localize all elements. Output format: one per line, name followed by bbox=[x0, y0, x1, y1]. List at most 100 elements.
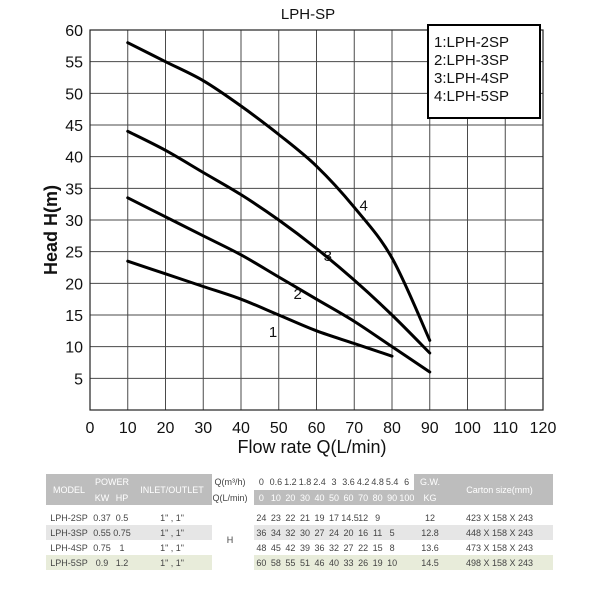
curve-label-4: 4 bbox=[360, 198, 368, 215]
y-tick-label: 55 bbox=[65, 55, 83, 72]
row-gw: 13.6 bbox=[421, 542, 439, 553]
row-gw: 14.5 bbox=[414, 555, 447, 570]
curve-2 bbox=[126, 196, 432, 374]
head-value: 39 bbox=[299, 542, 310, 553]
table-row: LPH-2SP 0.37 0.5 1" , 1" H 24 23 22 21 19 17 14.512… bbox=[46, 510, 553, 545]
hdr-inlet-outlet: INLET/OUTLET bbox=[132, 474, 213, 505]
head-value: 24 bbox=[256, 512, 267, 523]
y-tick-label: 50 bbox=[65, 86, 83, 103]
y-tick-label: 25 bbox=[65, 245, 83, 262]
legend: 1:LPH-2SP 2:LPH-3SP 3:LPH-4SP 4:LPH-5SP bbox=[427, 24, 541, 119]
legend-item-2: 2:LPH-3SP bbox=[434, 52, 509, 69]
head-value: 36 bbox=[256, 527, 267, 538]
hdr-kg: KG bbox=[414, 490, 447, 505]
head-value: 22 bbox=[285, 512, 296, 523]
q-m3h-value: 1.8 bbox=[298, 477, 312, 487]
y-tick-label: 20 bbox=[65, 276, 83, 293]
head-value: 17 bbox=[329, 512, 340, 523]
q-m3h-value: 4.2 bbox=[356, 477, 370, 487]
head-value: 45 bbox=[270, 542, 281, 553]
y-tick-label: 60 bbox=[65, 23, 83, 40]
q-m3h-value: 1.2 bbox=[284, 477, 297, 487]
head-value: 40 bbox=[329, 557, 340, 568]
head-value: 48 bbox=[256, 542, 267, 553]
legend-item-1: 1:LPH-2SP bbox=[434, 34, 509, 51]
q-m3h-value: 6 bbox=[404, 477, 410, 487]
head-value: 27 bbox=[343, 542, 354, 553]
q-lmin-value: 30 bbox=[299, 492, 310, 503]
row-gw: 12 bbox=[425, 512, 436, 523]
q-lmin-value: 70 bbox=[358, 492, 369, 503]
curve-3 bbox=[126, 129, 432, 355]
row-gap bbox=[248, 540, 255, 555]
spec-table: MODEL POWER INLET/OUTLET Q(m³/h) 0 0.6 1.2… bbox=[46, 474, 554, 570]
row-h-label: H bbox=[226, 535, 234, 545]
head-value: 24 bbox=[329, 527, 340, 538]
row-carton: 473 X 158 X 243 bbox=[465, 542, 534, 553]
x-tick-label: 80 bbox=[383, 420, 401, 437]
head-value: 30 bbox=[299, 527, 310, 538]
y-axis-label: Head H(m) bbox=[41, 185, 61, 275]
head-value: 20 bbox=[343, 527, 354, 538]
row-gap bbox=[248, 510, 255, 525]
hdr-hp: HP bbox=[112, 490, 133, 505]
legend-item-4: 4:LPH-5SP bbox=[434, 88, 509, 105]
row-kw: 0.9 bbox=[92, 555, 112, 570]
curve-labels: 1 2 3 4 bbox=[269, 198, 368, 342]
q-m3h-value: 2.4 bbox=[313, 477, 326, 487]
head-value: 26 bbox=[358, 557, 369, 568]
row-hp: 0.5 bbox=[115, 512, 129, 523]
head-value: 21 bbox=[299, 512, 310, 523]
hdr-q-lmin-values: 0 10 20 30 40 50 60 70 80 90 100 bbox=[254, 490, 415, 505]
row-model: LPH-2SP bbox=[50, 512, 88, 523]
head-value: 60 bbox=[256, 557, 267, 568]
row-gw: 12.8 bbox=[414, 525, 447, 540]
table-row: LPH-3SP 0.55 0.75 1" , 1" 36 34 32 30 27 24 20 16 11… bbox=[46, 525, 554, 540]
hdr-q-lmin: Q(L/min) bbox=[212, 490, 249, 505]
q-lmin-value: 0 bbox=[258, 492, 264, 503]
x-tick-label: 20 bbox=[157, 420, 175, 437]
q-lmin-value: 50 bbox=[329, 492, 340, 503]
x-tick-label: 90 bbox=[421, 420, 439, 437]
head-value: 22 bbox=[358, 542, 369, 553]
hdr-q-m3h-values: 0 0.6 1.2 1.8 2.4 3 3.6 4.2 4.8 5.4 6 bbox=[254, 474, 415, 490]
y-tick-label: 35 bbox=[65, 181, 83, 198]
q-m3h-value: 3.6 bbox=[342, 477, 355, 487]
y-tick-label: 10 bbox=[65, 340, 83, 357]
head-value: 51 bbox=[299, 557, 310, 568]
legend-item-3: 3:LPH-4SP bbox=[434, 70, 509, 87]
head-value: 58 bbox=[270, 557, 281, 568]
head-value: 5 bbox=[389, 527, 395, 538]
curve-label-1: 1 bbox=[269, 324, 277, 341]
row-inlet-outlet: 1" , 1" bbox=[160, 542, 184, 553]
q-m3h-value: 3 bbox=[331, 477, 337, 487]
table-row: LPH-4SP 0.75 1 1" , 1" 48 45 42 39 36 32 27 22 15 8 13… bbox=[46, 540, 553, 555]
row-model: LPH-5SP bbox=[46, 555, 92, 570]
head-value: 27 bbox=[314, 527, 325, 538]
pump-performance-chart: LPH-SP 0 10 20 30 40 50 60 70 80 90 100 110 12051015… bbox=[41, 6, 557, 457]
head-value: 8 bbox=[389, 542, 395, 553]
q-lmin-value: 90 bbox=[387, 492, 398, 503]
q-lmin-value: 100 bbox=[399, 492, 415, 503]
curve-label-2: 2 bbox=[293, 286, 301, 303]
head-value: 36 bbox=[314, 542, 325, 553]
x-tick-label: 50 bbox=[270, 420, 288, 437]
curve-label-3: 3 bbox=[324, 248, 332, 265]
x-tick-label: 120 bbox=[530, 420, 557, 437]
row-model: LPH-4SP bbox=[50, 542, 88, 553]
x-tick-label: 70 bbox=[345, 420, 363, 437]
plot-frame bbox=[89, 29, 544, 411]
head-value: 34 bbox=[270, 527, 281, 538]
x-tick-label: 30 bbox=[194, 420, 212, 437]
hdr-gw: G.W. bbox=[414, 474, 447, 490]
y-tick-label: 30 bbox=[65, 213, 83, 230]
y-tick-label: 45 bbox=[65, 118, 83, 135]
head-value: 32 bbox=[329, 542, 340, 553]
x-tick-label: 100 bbox=[454, 420, 481, 437]
row-inlet-outlet: 1" , 1" bbox=[132, 525, 213, 540]
q-m3h-value: 4.8 bbox=[371, 477, 384, 487]
hdr-gap bbox=[248, 474, 255, 490]
head-value: 16 bbox=[358, 527, 369, 538]
row-hp: 0.75 bbox=[112, 525, 133, 540]
curve-1 bbox=[126, 259, 394, 358]
